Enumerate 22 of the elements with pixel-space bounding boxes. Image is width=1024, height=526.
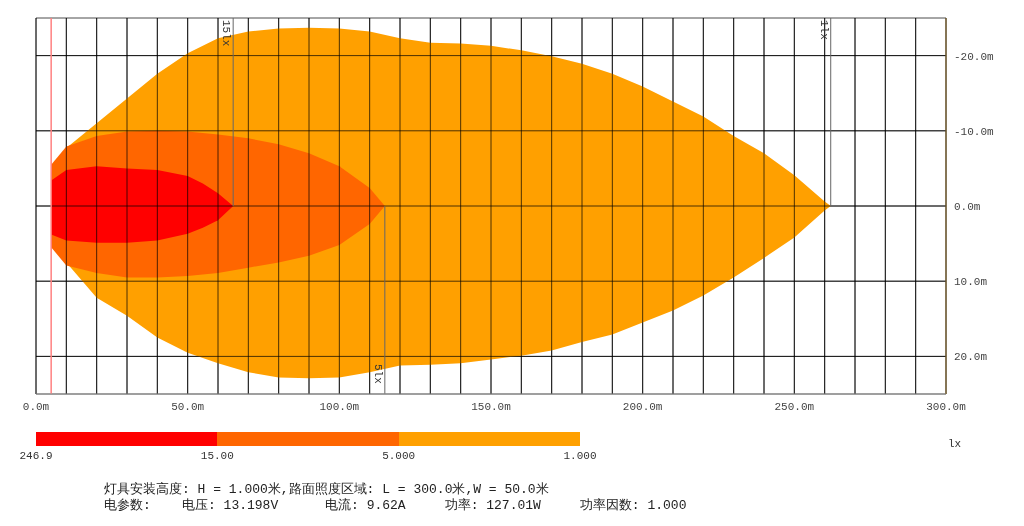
y-tick-label: 0.0m xyxy=(954,200,981,213)
y-tick-label: 20.0m xyxy=(954,351,988,364)
y-tick-label: -10.0m xyxy=(954,125,995,138)
x-tick-label: 50.0m xyxy=(171,400,205,413)
annotation: 1lx xyxy=(817,20,830,41)
y-tick-label: -20.0m xyxy=(954,50,995,63)
x-tick-label: 100.0m xyxy=(319,400,360,413)
annotation: 5lx xyxy=(371,364,384,385)
x-tick-label: 250.0m xyxy=(774,400,815,413)
annotation: 15lx xyxy=(220,20,233,47)
text: 15.00 xyxy=(199,450,235,462)
x-tick-label: 200.0m xyxy=(622,400,663,413)
x-tick-label: 150.0m xyxy=(471,400,512,413)
x-tick-label: 300.0m xyxy=(926,400,967,413)
text: 246.9 xyxy=(18,450,54,462)
text: 1.000 xyxy=(562,450,598,462)
text: 电参数: 电压: 13.198V 电流: 9.62A 功率: 127.01W 功率因数: 1.000 xyxy=(104,498,688,514)
y-tick-label: 10.0m xyxy=(954,276,988,289)
x-tick-label: 0.0m xyxy=(22,400,50,413)
text: 灯具安装高度: H = 1.000米,路面照度区域: L = 300.0米,W = 50.0米 xyxy=(104,482,550,498)
text: 5.000 xyxy=(381,450,417,462)
color-bar-title: lx xyxy=(948,438,962,450)
